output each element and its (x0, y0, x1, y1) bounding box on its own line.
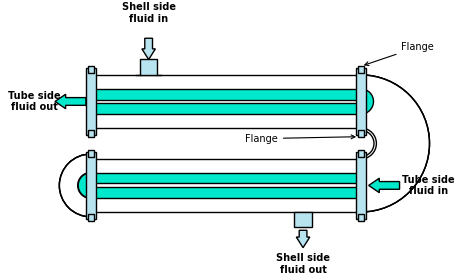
Bar (88, 214, 94, 221)
Bar (91, 173, 361, 184)
Bar (91, 75, 361, 128)
FancyArrow shape (369, 178, 400, 193)
Bar (358, 150, 364, 157)
Bar (86, 152, 96, 219)
Wedge shape (361, 75, 429, 212)
Bar (294, 212, 312, 227)
Bar (88, 66, 94, 73)
Bar (91, 159, 361, 212)
Wedge shape (361, 89, 374, 114)
Wedge shape (361, 75, 429, 212)
FancyArrow shape (55, 94, 86, 109)
Text: Flange: Flange (245, 134, 355, 144)
Wedge shape (59, 154, 91, 217)
Wedge shape (78, 173, 91, 198)
Text: Tube side
fluid in: Tube side fluid in (402, 175, 455, 196)
Bar (91, 187, 361, 198)
Text: Flange: Flange (365, 42, 434, 66)
FancyArrow shape (296, 230, 310, 248)
Wedge shape (59, 154, 91, 217)
Bar (358, 214, 364, 221)
Bar (358, 130, 364, 137)
Bar (86, 68, 96, 135)
Bar (91, 89, 361, 100)
Bar (88, 150, 94, 157)
Bar (356, 68, 366, 135)
Bar (91, 104, 361, 114)
Bar (356, 152, 366, 219)
FancyArrow shape (142, 38, 155, 59)
Bar (140, 59, 157, 75)
Text: Tube side
fluid out: Tube side fluid out (9, 91, 61, 112)
Bar (358, 66, 364, 73)
Bar (88, 130, 94, 137)
Text: Shell side
fluid in: Shell side fluid in (122, 2, 176, 24)
Text: Shell side
fluid out: Shell side fluid out (276, 253, 330, 275)
